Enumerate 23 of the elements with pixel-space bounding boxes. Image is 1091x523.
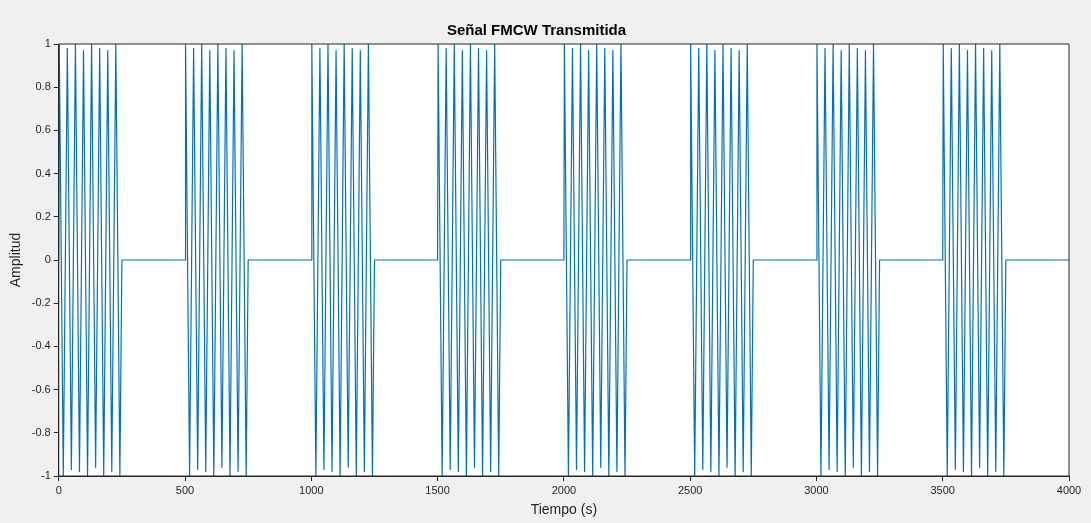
x-tick-label: 500 bbox=[175, 483, 195, 496]
y-axis-title: Amplitud bbox=[7, 232, 24, 288]
chart-title: Señal FMCW Transmitida bbox=[446, 21, 627, 39]
x-tick-label: 3000 bbox=[804, 483, 829, 496]
x-tick-label: 2000 bbox=[551, 483, 577, 496]
y-tick-label: 0.6 bbox=[35, 123, 51, 136]
y-tick-label: 0.8 bbox=[35, 80, 51, 93]
y-tick-label: 1 bbox=[44, 37, 51, 50]
y-tick-label: -0.6 bbox=[31, 382, 51, 395]
y-tick-label: 0.4 bbox=[35, 166, 51, 179]
y-tick-label: -0.2 bbox=[31, 296, 51, 309]
y-tick-label: -0.8 bbox=[31, 425, 51, 438]
x-tick-label: 1000 bbox=[299, 483, 324, 496]
y-tick-label: -0.4 bbox=[31, 339, 51, 352]
x-tick-label: 4000 bbox=[1056, 483, 1082, 496]
x-axis-title: Tiempo (s) bbox=[530, 501, 598, 518]
y-tick-label: 0.2 bbox=[35, 209, 51, 222]
x-tick-label: 0 bbox=[55, 483, 62, 496]
x-tick-label: 1500 bbox=[425, 483, 450, 496]
y-tick-label: -1 bbox=[40, 469, 51, 482]
y-tick-label: 0 bbox=[44, 253, 51, 266]
x-tick-label: 3500 bbox=[930, 483, 955, 496]
x-tick-label: 2500 bbox=[677, 483, 703, 496]
